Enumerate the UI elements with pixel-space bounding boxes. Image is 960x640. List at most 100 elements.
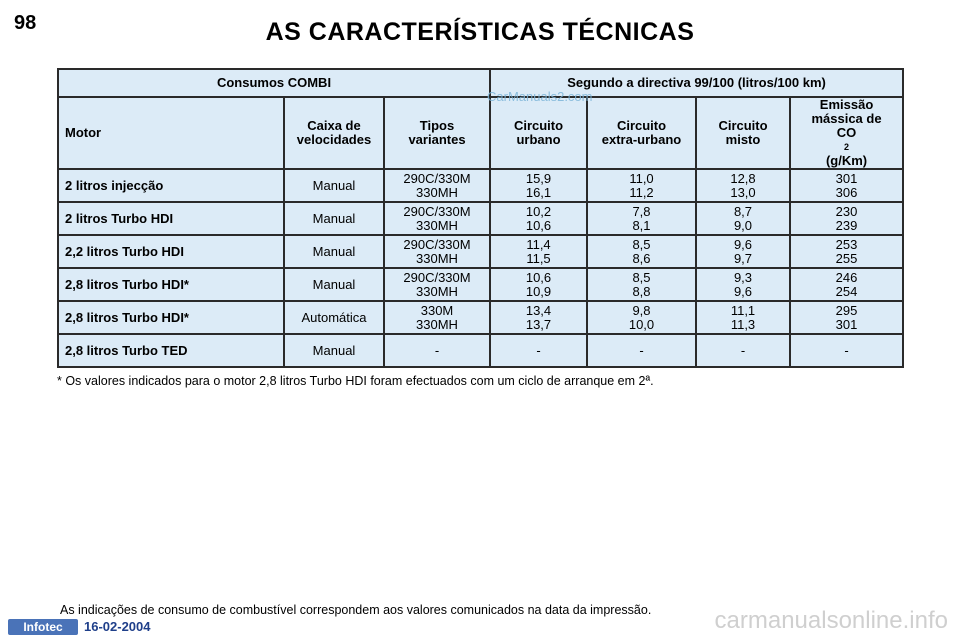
extra-urban-cell: 8,5 8,8: [586, 267, 697, 302]
mixed-value: 12,8: [730, 170, 756, 186]
extra-urban-value: 8,5: [632, 236, 651, 252]
co2-symbol: CO: [836, 125, 857, 140]
co2-value: 239: [835, 217, 858, 233]
mixed-value: 13,0: [730, 184, 756, 200]
table-row: 2,8 litros Turbo TED Manual - - - - -: [57, 333, 905, 368]
extra-urban-value: 11,0: [629, 170, 654, 186]
co2-cell: 301 306: [788, 168, 905, 203]
mixed-value: 11,3: [730, 316, 756, 332]
group-header-consumos: Consumos COMBI: [57, 68, 491, 98]
column-header-co2: Emissão mássica de CO 2 (g/Km): [788, 96, 905, 170]
extra-urban-cell: 9,8 10,0: [586, 300, 697, 335]
mixed-cell: 8,7 9,0: [695, 201, 791, 236]
extra-urban-value: 8,6: [632, 250, 651, 266]
infotec-logo: Infotec: [8, 619, 78, 635]
footnote: * Os valores indicados para o motor 2,8 …: [57, 374, 654, 388]
co2-cell: 246 254: [788, 267, 905, 302]
mixed-value: -: [740, 342, 746, 358]
urban-value: 11,4: [526, 236, 551, 252]
mixed-value: 9,0: [733, 217, 753, 233]
co2-cell: 295 301: [788, 300, 905, 335]
urban-value: -: [536, 342, 541, 358]
co2-value: 230: [835, 203, 858, 219]
table-row: 2,2 litros Turbo HDI Manual 290C/330M 330MH…: [57, 234, 905, 269]
page-number: 98: [14, 12, 37, 34]
co2-subscript: 2: [844, 142, 850, 152]
variants-value: 330MH: [416, 250, 458, 266]
variants-value: 330MH: [416, 283, 458, 299]
co2-value: 295: [835, 302, 858, 318]
variants-cell: 290C/330M 330MH: [383, 168, 491, 203]
co2-value: 301: [835, 170, 858, 186]
urban-value: 10,6: [525, 269, 552, 285]
co2-value: 254: [835, 283, 858, 299]
variants-cell: -: [383, 333, 491, 368]
column-header-extra-urban: Circuito extra-urbano: [586, 96, 697, 170]
co2-cell: 253 255: [788, 234, 905, 269]
co2-value: -: [844, 342, 849, 358]
extra-urban-value: -: [639, 342, 644, 358]
column-header-urban-line: Circuito: [513, 118, 564, 133]
urban-cell: 13,4 13,7: [489, 300, 588, 335]
urban-cell: 10,2 10,6: [489, 201, 588, 236]
column-header-variants-line: Tipos: [419, 118, 455, 133]
extra-urban-cell: 8,5 8,6: [586, 234, 697, 269]
variants-value: 290C/330M: [403, 170, 471, 186]
mixed-value: 9,6: [733, 283, 753, 299]
gearbox-cell: Manual: [283, 234, 385, 269]
mixed-cell: 9,3 9,6: [695, 267, 791, 302]
table-row: 2,8 litros Turbo HDI* Manual 290C/330M 330M…: [57, 267, 905, 302]
motor-cell: 2,8 litros Turbo TED: [57, 333, 285, 368]
footer-date: 16-02-2004: [84, 619, 151, 634]
co2-value: 246: [835, 269, 858, 285]
urban-value: 11,5: [526, 250, 551, 266]
mixed-value: 8,7: [733, 203, 753, 219]
urban-value: 10,9: [525, 283, 552, 299]
variants-value: 330MH: [416, 217, 458, 233]
motor-cell: 2,8 litros Turbo HDI*: [57, 300, 285, 335]
column-header-urban: Circuito urbano: [489, 96, 588, 170]
column-header-mixed-line: Circuito: [718, 118, 768, 133]
extra-urban-cell: 11,0 11,2: [586, 168, 697, 203]
column-header-variants: Tipos variantes: [383, 96, 491, 170]
mixed-value: 11,1: [730, 302, 756, 318]
co2-cell: -: [788, 333, 905, 368]
column-header-extra-urban-line: extra-urbano: [601, 132, 682, 147]
extra-urban-value: 9,8: [632, 302, 651, 318]
table-body: 2 litros injecção Manual 290C/330M 330MH 15,…: [57, 168, 905, 368]
mixed-cell: 12,8 13,0: [695, 168, 791, 203]
extra-urban-cell: 7,8 8,1: [586, 201, 697, 236]
variants-value: 290C/330M: [403, 269, 471, 285]
column-header-mixed: Circuito misto: [695, 96, 791, 170]
variants-value: 290C/330M: [403, 236, 471, 252]
motor-cell: 2 litros Turbo HDI: [57, 201, 285, 236]
extra-urban-value: 10,0: [628, 316, 655, 332]
gearbox-cell: Manual: [283, 267, 385, 302]
variants-value: -: [434, 342, 440, 358]
extra-urban-cell: -: [586, 333, 697, 368]
variants-value: 330MH: [416, 316, 458, 332]
mixed-cell: 11,1 11,3: [695, 300, 791, 335]
urban-value: 16,1: [525, 184, 552, 200]
co2-cell: 230 239: [788, 201, 905, 236]
gearbox-cell: Manual: [283, 168, 385, 203]
table-row: 2 litros Turbo HDI Manual 290C/330M 330MH 10…: [57, 201, 905, 236]
motor-cell: 2,2 litros Turbo HDI: [57, 234, 285, 269]
watermark-bottom: carmanualsonline.info: [714, 607, 948, 634]
mixed-value: 9,7: [733, 250, 753, 266]
mixed-value: 9,6: [733, 236, 753, 252]
column-header-extra-urban-line: Circuito: [616, 118, 667, 133]
mixed-value: 9,3: [733, 269, 753, 285]
column-header-co2-line: mássica de: [811, 111, 882, 126]
motor-cell: 2 litros injecção: [57, 168, 285, 203]
gearbox-cell: Automática: [283, 300, 385, 335]
consumption-table: Consumos COMBI Segundo a directiva 99/10…: [57, 68, 905, 368]
variants-cell: 290C/330M 330MH: [383, 201, 491, 236]
extra-urban-value: 8,5: [632, 269, 651, 285]
variants-cell: 330M 330MH: [383, 300, 491, 335]
extra-urban-value: 8,1: [632, 217, 651, 233]
column-header-co2-line: Emissão: [819, 97, 874, 112]
column-header-gearbox: Caixa de velocidades: [283, 96, 385, 170]
urban-value: 10,2: [525, 203, 552, 219]
extra-urban-value: 11,2: [629, 184, 654, 200]
